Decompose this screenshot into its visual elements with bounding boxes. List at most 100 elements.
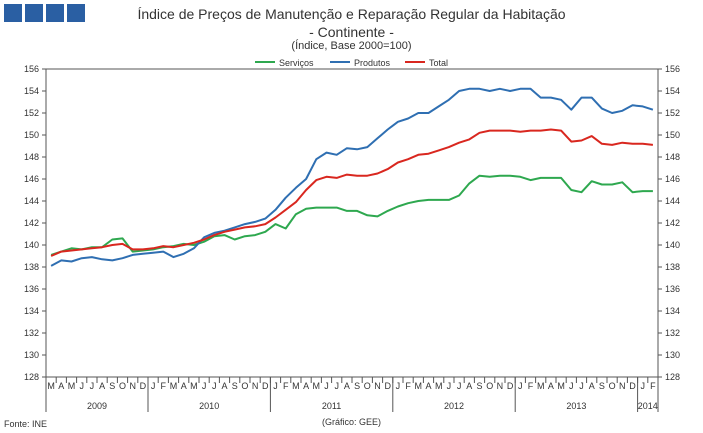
month-label: J <box>334 381 339 391</box>
y-tick-label-right: 152 <box>665 108 680 118</box>
y-tick-label-right: 142 <box>665 218 680 228</box>
month-label: A <box>589 381 595 391</box>
month-label: O <box>486 381 493 391</box>
month-label: M <box>292 381 300 391</box>
month-label: J <box>79 381 84 391</box>
month-label: J <box>579 381 584 391</box>
month-label: J <box>324 381 329 391</box>
plot-frame <box>45 68 659 378</box>
month-label: F <box>405 381 411 391</box>
month-label: D <box>629 381 636 391</box>
month-label: F <box>528 381 534 391</box>
chart-title: Índice de Preços de Manutenção e Reparaç… <box>137 6 566 22</box>
month-label: F <box>650 381 656 391</box>
y-tick-label-left: 140 <box>24 240 39 250</box>
y-tick-label-left: 154 <box>24 86 39 96</box>
month-label: O <box>609 381 616 391</box>
y-tick-label-left: 142 <box>24 218 39 228</box>
month-label: A <box>548 381 554 391</box>
y-tick-label-right: 144 <box>665 196 680 206</box>
month-label: J <box>151 381 156 391</box>
month-label: M <box>47 381 55 391</box>
y-tick-label-left: 152 <box>24 108 39 118</box>
month-label: J <box>396 381 401 391</box>
month-label: O <box>119 381 126 391</box>
month-label: A <box>344 381 350 391</box>
y-tick-label-left: 136 <box>24 284 39 294</box>
month-label: J <box>273 381 278 391</box>
month-label: J <box>518 381 523 391</box>
month-label: F <box>161 381 167 391</box>
month-label: A <box>303 381 309 391</box>
chart-unit: (Índice, Base 2000=100) <box>291 40 412 52</box>
y-tick-label-right: 136 <box>665 284 680 294</box>
y-tick-label-right: 128 <box>665 372 680 382</box>
month-label: N <box>252 381 259 391</box>
month-label: O <box>241 381 248 391</box>
y-tick-label-right: 150 <box>665 130 680 140</box>
month-label: J <box>212 381 217 391</box>
month-label: J <box>447 381 452 391</box>
chart-subtitle: - Continente - <box>309 24 394 40</box>
month-label: S <box>599 381 605 391</box>
month-label: J <box>202 381 207 391</box>
y-tick-label-right: 156 <box>665 64 680 74</box>
month-label: J <box>640 381 645 391</box>
month-label: M <box>435 381 443 391</box>
month-label: S <box>232 381 238 391</box>
y-tick-label-left: 130 <box>24 350 39 360</box>
source-note: Fonte: INE <box>4 419 48 429</box>
series-line-total <box>50 128 654 257</box>
series-lines <box>50 87 654 267</box>
logo-square <box>4 4 22 22</box>
month-label: M <box>190 381 198 391</box>
y-tick-label-left: 138 <box>24 262 39 272</box>
y-tick-label-left: 150 <box>24 130 39 140</box>
month-label: A <box>181 381 187 391</box>
legend-label-produtos: Produtos <box>354 58 391 68</box>
month-label: S <box>476 381 482 391</box>
logo-square <box>46 4 64 22</box>
month-label: D <box>384 381 391 391</box>
month-label: D <box>140 381 147 391</box>
series-line-servicos <box>50 174 653 256</box>
y-tick-label-right: 154 <box>665 86 680 96</box>
year-label: 2012 <box>444 401 464 411</box>
month-label: S <box>109 381 115 391</box>
y-tick-label-left: 134 <box>24 306 39 316</box>
month-label: S <box>354 381 360 391</box>
y-tick-label-left: 148 <box>24 152 39 162</box>
month-label: A <box>221 381 227 391</box>
month-label: J <box>569 381 574 391</box>
month-label: O <box>364 381 371 391</box>
month-label: N <box>129 381 136 391</box>
logo-square <box>67 4 85 22</box>
legend-label-total: Total <box>429 58 448 68</box>
month-label: F <box>283 381 289 391</box>
y-tick-label-right: 130 <box>665 350 680 360</box>
logo-square <box>25 4 43 22</box>
month-label: N <box>619 381 626 391</box>
series-line-produtos <box>50 87 654 267</box>
legend-label-servicos: Serviços <box>279 58 314 68</box>
year-label: 2010 <box>199 401 219 411</box>
y-tick-label-left: 156 <box>24 64 39 74</box>
month-label: A <box>466 381 472 391</box>
y-tick-label-right: 138 <box>665 262 680 272</box>
y-tick-label-right: 140 <box>665 240 680 250</box>
month-label: M <box>68 381 76 391</box>
month-label: M <box>415 381 423 391</box>
y-tick-label-right: 134 <box>665 306 680 316</box>
y-tick-label-left: 144 <box>24 196 39 206</box>
gee-logo <box>4 4 85 22</box>
y-tick-label-left: 132 <box>24 328 39 338</box>
y-tick-label-right: 148 <box>665 152 680 162</box>
month-label: J <box>90 381 95 391</box>
year-label: 2013 <box>566 401 586 411</box>
month-label: M <box>537 381 545 391</box>
month-label: A <box>58 381 64 391</box>
month-label: A <box>425 381 431 391</box>
y-tick-label-right: 132 <box>665 328 680 338</box>
month-label: M <box>313 381 321 391</box>
